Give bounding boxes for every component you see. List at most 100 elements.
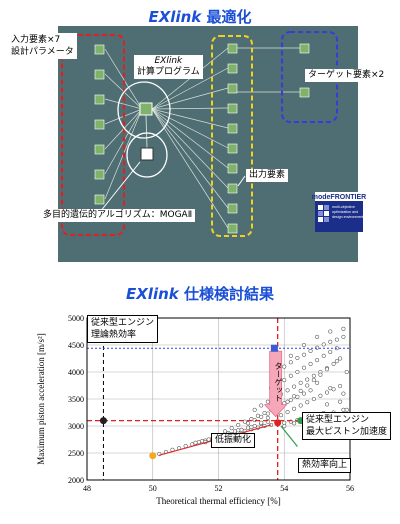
y-tick-label: 4500 [68,341,84,350]
input-elements-label-line2: 設計パラメータ [11,47,74,57]
data-point [288,360,293,365]
data-point [285,409,290,415]
data-point [288,353,293,358]
data-point [321,353,326,358]
results-title: EXlink 仕様検討結果 [0,283,400,304]
modefrontier-logo-grid [318,205,329,222]
data-point [341,326,346,331]
output-connection [151,108,229,169]
data-point [292,394,297,399]
data-point [311,396,316,402]
data-point [262,410,267,416]
data-point [193,440,198,445]
chart-tick-labels: 48 50 52 54 56 2000 2500 3000 3500 4000 4500 5000 [68,314,354,493]
x-tick-label: 52 [215,484,223,493]
data-point [249,425,254,430]
data-point [265,399,270,404]
modefrontier-logo-tagline: multi-objective optimization and design en… [332,205,363,219]
output-pointer-line [237,175,246,187]
data-point [311,378,316,383]
data-point [338,356,343,361]
chart-reference-lines [87,318,350,480]
output-connection [151,108,229,229]
program-node-icon [139,102,153,116]
data-point [229,426,234,431]
output-node [227,143,238,154]
target-node [299,87,310,98]
data-point [301,391,307,396]
output-connection [151,87,229,110]
data-point [301,365,307,370]
highlight-circle-point [149,452,157,460]
chart-x-axis-label: Theoretical thermal efficiency [%] [156,496,281,506]
data-point [259,414,264,419]
data-point [282,423,287,429]
optimization-title-latin: EXlink [148,8,202,26]
optimization-title: EXlink 最適化 [0,6,400,27]
output-elements-box [211,35,253,237]
data-point [285,388,290,393]
input-node [94,169,105,180]
algorithm-node-circle [126,132,168,178]
data-point [338,399,343,404]
low-vibration-callout: 低振動化 [211,433,256,448]
data-point [292,421,297,426]
data-point [328,339,333,344]
data-point [305,383,310,388]
data-point [206,437,211,442]
data-point [328,386,333,391]
y-tick-label: 2500 [68,449,84,458]
target-arrow [263,350,288,418]
data-point [318,393,323,398]
program-node-circle [117,81,171,139]
target-node [299,43,310,54]
data-point [305,400,310,405]
data-point [246,421,251,426]
optimization-title-jp: 最適化 [206,8,252,26]
output-connection [151,108,229,149]
modefrontier-logo-header [315,192,363,201]
output-node [227,103,238,114]
modefrontier-logo-text: modeFRONTIER [312,194,366,201]
x-tick-label: 48 [83,484,91,493]
algorithm-label: 多目的遺伝的アルゴリズム：MOGAⅡ [40,209,196,222]
y-tick-label: 3500 [68,395,84,404]
data-point [298,388,303,393]
data-point [282,378,287,383]
input-connection [104,98,143,110]
data-point [344,369,349,375]
target-arrow-label: ターゲット [274,362,283,402]
output-connection [151,67,229,110]
output-elements-label: 出力要素 [246,169,289,182]
efficiency-improve-callout: 熱効率向上 [298,458,352,473]
output-connection [151,108,229,209]
input-node [94,44,105,55]
data-point [341,391,346,396]
output-node [227,123,238,134]
output-connection [151,108,229,129]
conventional-efficiency-line2: 理論熱効率 [91,330,137,340]
input-node [94,194,105,205]
data-point [301,352,307,357]
data-point [239,427,244,432]
input-elements-label-line1: 入力要素×7 [11,35,61,45]
algorithm-pointer-line [99,161,141,213]
data-point [344,407,349,412]
data-point [308,348,313,353]
data-point [288,398,293,403]
data-point [236,428,241,433]
output-node [227,43,238,54]
data-point [324,367,330,372]
highlight-square-point [270,344,278,352]
output-node [227,63,238,74]
workflow-nodes [94,43,310,234]
data-point [321,342,326,347]
data-point [298,380,303,385]
output-connection [151,107,229,110]
chart-plot-border [86,317,351,481]
output-node [227,203,238,214]
y-tick-label: 2000 [68,476,84,485]
y-tick-label: 4000 [68,368,84,377]
data-point [338,383,343,389]
data-point [285,399,290,404]
